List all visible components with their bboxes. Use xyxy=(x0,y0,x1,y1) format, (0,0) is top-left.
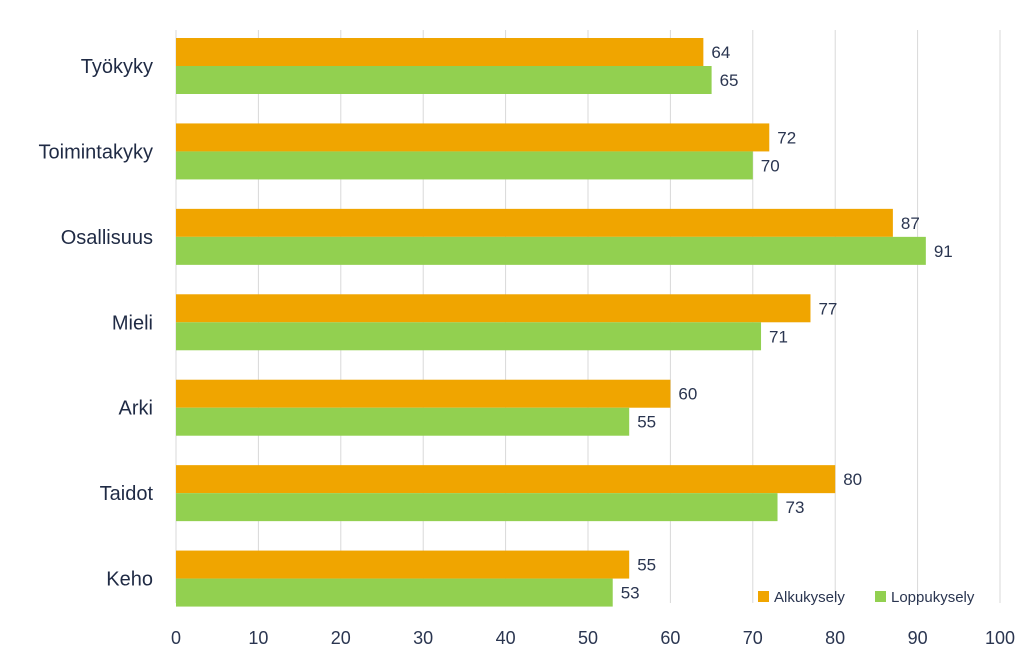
data-label: 80 xyxy=(843,470,862,489)
data-label: 65 xyxy=(720,71,739,90)
data-label: 64 xyxy=(711,43,730,62)
bar-alkukysely-taidot xyxy=(176,465,836,494)
category-labels: Työkyky Toimintakyky Osallisuus Mieli Arki Ta… xyxy=(39,56,154,591)
data-label: 87 xyxy=(901,214,920,233)
bar-alkukysely-keho xyxy=(176,550,630,579)
bar-loppukysely-mieli xyxy=(176,322,762,351)
legend-swatch-loppukysely xyxy=(875,591,886,602)
bar-alkukysely-toimintakyky xyxy=(176,123,770,152)
category-label: Toimintakyky xyxy=(39,141,153,163)
x-tick-label: 40 xyxy=(496,628,516,648)
bars: 64 65 72 70 87 91 77 71 60 55 80 73 55 53 xyxy=(176,38,953,607)
bar-alkukysely-osallisuus xyxy=(176,208,893,237)
category-label: Taidot xyxy=(100,483,154,505)
x-tick-label: 60 xyxy=(660,628,680,648)
data-label: 73 xyxy=(786,498,805,517)
category-label: Mieli xyxy=(112,312,153,334)
bar-loppukysely-tyokyky xyxy=(176,66,712,94)
bar-alkukysely-mieli xyxy=(176,294,811,323)
data-label: 70 xyxy=(761,156,780,175)
x-tick-label: 100 xyxy=(985,628,1015,648)
x-tick-label: 20 xyxy=(331,628,351,648)
category-label: Osallisuus xyxy=(61,227,153,249)
bar-loppukysely-toimintakyky xyxy=(176,151,753,180)
x-tick-label: 70 xyxy=(743,628,763,648)
data-label: 71 xyxy=(769,327,788,346)
data-label: 72 xyxy=(777,128,796,147)
category-label: Työkyky xyxy=(81,56,153,78)
x-tick-label: 0 xyxy=(171,628,181,648)
bar-alkukysely-tyokyky xyxy=(176,38,704,66)
x-tick-label: 50 xyxy=(578,628,598,648)
data-label: 91 xyxy=(934,242,953,261)
x-tick-label: 30 xyxy=(413,628,433,648)
legend-label-alkukysely: Alkukysely xyxy=(774,589,845,606)
bar-alkukysely-arki xyxy=(176,379,671,408)
data-label: 55 xyxy=(637,556,656,575)
bar-loppukysely-arki xyxy=(176,407,630,436)
data-label: 55 xyxy=(637,413,656,432)
category-label: Keho xyxy=(106,569,153,591)
bar-loppukysely-osallisuus xyxy=(176,236,926,265)
x-tick-label: 10 xyxy=(248,628,268,648)
data-label: 77 xyxy=(818,299,837,318)
legend-swatch-alkukysely xyxy=(758,591,769,602)
legend: Alkukysely Loppukysely xyxy=(758,589,975,606)
category-label: Arki xyxy=(119,398,153,420)
x-tick-labels: 0 10 20 30 40 50 60 70 80 90 100 xyxy=(171,628,1015,648)
data-label: 60 xyxy=(678,385,697,404)
x-tick-label: 90 xyxy=(908,628,928,648)
bar-loppukysely-taidot xyxy=(176,493,778,522)
legend-label-loppukysely: Loppukysely xyxy=(891,589,975,606)
data-label: 53 xyxy=(621,584,640,603)
x-tick-label: 80 xyxy=(825,628,845,648)
bar-loppukysely-keho xyxy=(176,578,613,607)
